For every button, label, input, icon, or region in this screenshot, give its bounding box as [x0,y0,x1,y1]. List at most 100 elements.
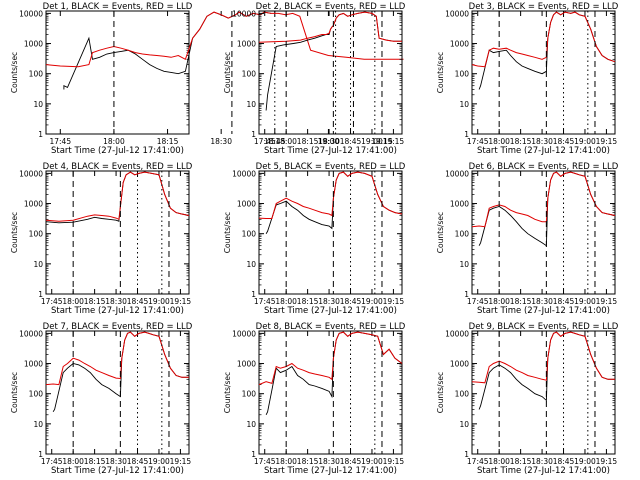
x-tick-label: 17:45 [467,137,489,146]
y-tick-label: 100 [29,390,44,399]
y-tick-label: 10 [33,260,43,269]
x-tick-label: 19:15 [383,137,405,146]
y-tick-label: 100 [455,70,470,79]
x-tick-label: 19:00 [148,457,170,466]
y-tick-label: 1000 [24,40,43,49]
x-tick-label: 18:00 [275,137,297,146]
x-tick-label: 18:15 [510,457,532,466]
x-tick-label: 18:45 [340,137,362,146]
x-tick-label: 19:15 [170,297,192,306]
y-tick-label: 100 [455,390,470,399]
x-tick-label: 19:15 [596,297,618,306]
y-tick-label: 1 [251,450,256,459]
x-tick-label: 18:15 [297,137,319,146]
x-tick-label: 19:15 [170,457,192,466]
detector-panel: Det 8, BLACK = Events, RED = LLD 1 10 100 10… [223,322,406,476]
x-tick-label: 17:45 [49,137,71,146]
x-tick-label: 18:45 [127,457,149,466]
y-tick-label: 10000 [19,169,43,178]
detector-panel: Det 3, BLACK = Events, RED = LLD 1 10 100 10… [436,2,619,156]
y-tick-label: 100 [455,230,470,239]
plot-frame [471,10,616,135]
x-tick-label: 17:45 [467,297,489,306]
y-axis-label: Counts/sec [223,52,232,93]
y-tick-label: 10000 [19,9,43,18]
x-axis-label: Start Time (27-Jul-12 17:41:00) [477,146,610,156]
x-tick-label: 19:00 [318,137,340,146]
y-tick-label: 10 [246,260,256,269]
y-tick-label: 10000 [232,9,256,18]
panel-title: Det 2, BLACK = Events, RED = LLD [256,2,406,12]
plot-frame [258,10,403,135]
x-axis-label: Start Time (27-Jul-12 17:41:00) [51,146,184,156]
x-tick-label: 18:30 [105,297,127,306]
x-tick-label: 18:45 [340,457,362,466]
y-tick-label: 10000 [445,9,469,18]
panel-title: Det 9, BLACK = Events, RED = LLD [469,322,619,332]
y-axis-label: Counts/sec [436,52,445,93]
plot-frame [45,10,190,135]
x-tick-label: 17:45 [254,297,276,306]
plot-frame [471,330,616,455]
y-axis-label: Counts/sec [10,212,19,253]
y-axis-label: Counts/sec [436,212,445,253]
x-tick-label: 18:15 [297,297,319,306]
y-tick-label: 1 [251,290,256,299]
x-axis-label: Start Time (27-Jul-12 17:41:00) [264,306,397,316]
detector-panel: Det 5, BLACK = Events, RED = LLD 1 10 100 10… [223,162,406,316]
x-tick-label: 19:15 [596,137,618,146]
x-tick-label: 19:00 [574,297,596,306]
lld-series-line [45,171,190,222]
x-tick-label: 18:00 [488,457,510,466]
x-tick-label: 18:30 [318,137,340,146]
panel-title: Det 7, BLACK = Events, RED = LLD [43,322,193,332]
detector-panel: Det 2, BLACK = Events, RED = LLD 1 10 100 10… [223,2,406,156]
x-tick-label: 18:15 [84,297,106,306]
x-tick-label: 18:15 [510,137,532,146]
y-axis-label: Counts/sec [436,372,445,413]
y-tick-label: 10 [459,260,469,269]
y-tick-label: 1000 [24,360,43,369]
y-tick-label: 1 [464,290,469,299]
x-tick-label: 19:15 [596,457,618,466]
panel-title: Det 8, BLACK = Events, RED = LLD [256,322,406,332]
detector-panel: Det 4, BLACK = Events, RED = LLD 1 10 100 10… [10,162,193,316]
x-tick-label: 18:30 [531,137,553,146]
lld-series-line [471,331,615,384]
x-tick-label: 18:00 [103,137,125,146]
x-tick-label: 19:00 [361,137,383,146]
y-tick-label: 1 [464,130,469,139]
y-tick-label: 10 [33,100,43,109]
x-tick-label: 17:45 [41,457,63,466]
x-tick-label: 19:00 [574,137,596,146]
lld-series-line [471,171,616,228]
y-tick-label: 1000 [24,200,43,209]
x-tick-label: 19:00 [148,297,170,306]
x-tick-label: 18:30 [105,457,127,466]
detector-panel: Det 9, BLACK = Events, RED = LLD 1 10 100 10… [436,322,619,476]
x-tick-label: 19:15 [383,297,405,306]
x-axis-label: Start Time (27-Jul-12 17:41:00) [51,306,184,316]
panel-title: Det 1, BLACK = Events, RED = LLD [43,2,193,12]
events-series-line [63,11,272,90]
x-tick-label: 18:15 [297,457,319,466]
y-tick-label: 100 [242,230,257,239]
x-tick-label: 19:00 [361,297,383,306]
plot-frame [45,330,190,455]
x-tick-label: 18:45 [340,297,362,306]
x-tick-label: 17:45 [254,137,276,146]
x-axis-label: Start Time (27-Jul-12 17:41:00) [264,146,397,156]
y-axis-label: Counts/sec [10,52,19,93]
panel-title: Det 4, BLACK = Events, RED = LLD [43,162,193,172]
panel-title: Det 6, BLACK = Events, RED = LLD [469,162,619,172]
y-tick-label: 100 [29,70,44,79]
x-tick-label: 18:15 [157,137,179,146]
y-tick-label: 10 [246,100,256,109]
y-tick-label: 10 [246,420,256,429]
y-tick-label: 10000 [445,329,469,338]
x-axis-label: Start Time (27-Jul-12 17:41:00) [51,466,184,476]
x-tick-label: 19:00 [574,457,596,466]
x-tick-label: 18:30 [531,297,553,306]
y-axis-label: Counts/sec [10,372,19,413]
x-axis-label: Start Time (27-Jul-12 17:41:00) [264,466,397,476]
